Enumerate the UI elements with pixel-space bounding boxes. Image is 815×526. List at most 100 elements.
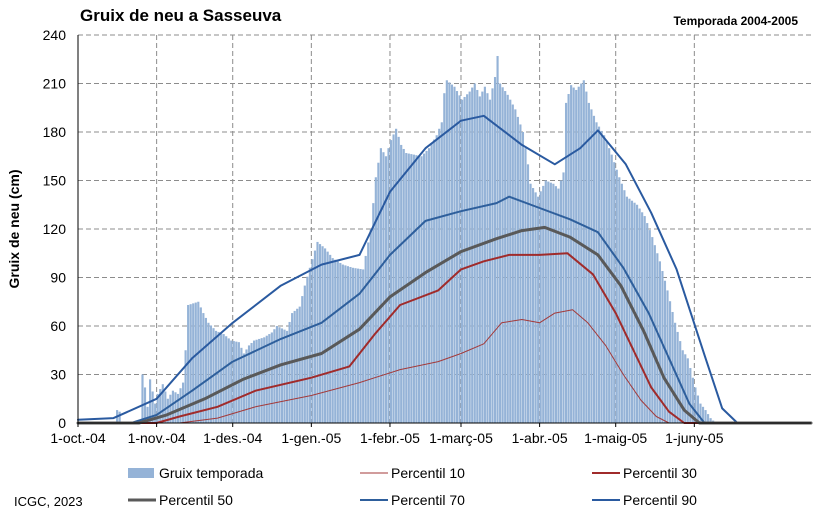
snow-depth-bar (499, 83, 502, 423)
y-tick-label: 240 (43, 27, 67, 43)
snow-depth-bar (537, 196, 540, 423)
legend-label: Percentil 50 (159, 492, 233, 508)
snow-depth-bar (696, 395, 700, 423)
snow-depth-bar (192, 303, 195, 423)
snow-depth-bar (648, 230, 651, 423)
snow-depth-bar (428, 148, 431, 424)
snow-depth-bar (564, 102, 568, 424)
snow-depth-bar (641, 212, 644, 423)
snow-depth-bar (161, 384, 164, 423)
snow-depth-bar (701, 406, 705, 423)
y-tick-labels: 0 30 60 90 120 150 180 210 240 (43, 27, 67, 431)
snow-depth-bar (628, 198, 631, 423)
snow-depth-bar (603, 135, 606, 424)
snow-depth-bar (524, 148, 527, 424)
snow-depth-bar (582, 80, 585, 424)
snow-depth-bar (519, 124, 522, 424)
snow-depth-bar (118, 411, 121, 423)
legend-label: Percentil 10 (391, 465, 465, 481)
snow-depth-bar (400, 144, 403, 423)
snow-depth-bar (661, 271, 664, 423)
snow-depth-bar (707, 414, 710, 423)
x-tick-label: 1-des.-04 (203, 430, 262, 446)
y-tick-label: 0 (58, 415, 66, 431)
snow-depth-bar (488, 99, 492, 424)
snow-depth-bar (334, 259, 337, 423)
snow-depth-bar (230, 340, 233, 423)
snow-depth-bar (311, 259, 314, 423)
snow-depth-bar (220, 333, 223, 423)
x-tick-label: 1-gen.-05 (281, 430, 341, 446)
snow-depth-bar (691, 377, 694, 423)
snow-depth-bar (509, 99, 512, 424)
snow-depth-bar (362, 269, 365, 423)
snow-depth-bar (214, 330, 218, 423)
snow-depth-bar (410, 154, 413, 423)
snow-depth-bar (384, 156, 388, 423)
snow-depth-bar (179, 388, 182, 423)
legend: Gruix temporada Percentil 10 Percentil 30 P… (128, 465, 697, 508)
snow-depth-bar (217, 331, 220, 423)
snow-depth-bar (265, 335, 268, 423)
snow-depth-bar (324, 248, 327, 423)
snow-depth-bar (354, 268, 357, 423)
snow-depth-bar (643, 216, 646, 423)
snow-depth-bar (250, 342, 253, 423)
snow-depth-bar (268, 334, 271, 423)
snow-depth-bar (387, 148, 390, 424)
snow-depth-bar (159, 389, 162, 423)
snow-depth-bar (242, 353, 246, 423)
snow-depth-bar (349, 266, 352, 423)
snow-depth-bar (575, 89, 578, 423)
snow-depth-bar (306, 276, 309, 423)
snow-depth-bar (425, 150, 428, 424)
snow-depth-bar (308, 267, 311, 423)
snow-depth-bar (544, 180, 547, 423)
snow-depth-bar (417, 155, 421, 423)
snow-depth-bar (296, 308, 299, 423)
snow-depth-bar (443, 93, 446, 423)
snow-depth-bar (316, 241, 319, 423)
snow-depth-bar (247, 345, 251, 423)
snow-depth-bar (572, 87, 575, 423)
snow-depth-bar (493, 77, 497, 423)
snow-depth-bar (651, 237, 654, 423)
snow-depth-bar (473, 83, 476, 423)
x-tick-labels: 1-oct.-04 1-nov.-04 1-des.-04 1-gen.-05 1-fe… (50, 423, 724, 446)
snow-depth-bar (526, 164, 530, 423)
snow-depth-bar (240, 347, 243, 423)
y-tick-label: 60 (50, 318, 66, 334)
snow-depth-bar (389, 140, 393, 423)
snow-depth-bar (377, 162, 380, 423)
snow-depth-bar (704, 410, 707, 423)
snow-depth-bar (184, 350, 187, 423)
snow-depth-bar (549, 182, 552, 423)
snow-depth-bar (374, 177, 377, 423)
snow-depth-bar (395, 128, 398, 423)
snow-depth-bar (209, 325, 213, 423)
snow-depth-bar (189, 304, 192, 423)
snow-depth-bar (420, 156, 423, 423)
snow-depth-bar (202, 313, 205, 423)
snow-depth-bar (326, 251, 329, 423)
snow-depth-bar (620, 183, 623, 423)
season-label: Temporada 2004-2005 (673, 14, 798, 28)
snow-depth-bar (263, 337, 266, 423)
snow-depth-bar (344, 265, 347, 424)
snow-depth-bar (166, 398, 169, 423)
snow-depth-bar (181, 382, 185, 423)
snow-depth-bar (232, 341, 235, 423)
snow-depth-bar (369, 229, 372, 423)
snow-depth-bar (608, 148, 611, 424)
snow-depth-bar (552, 183, 555, 423)
snow-depth-bar (534, 192, 537, 423)
snow-depth-bar (529, 183, 532, 423)
snow-depth-bar (288, 321, 291, 423)
snow-depth-bar (207, 322, 210, 423)
snow-depth-bar (331, 258, 334, 423)
snow-depth-bar (433, 139, 436, 424)
chart-title: Gruix de neu a Sasseuva (80, 6, 282, 25)
percentile-lines (76, 114, 813, 425)
snow-depth-bar (227, 338, 230, 423)
snow-depth-bar (656, 253, 659, 423)
